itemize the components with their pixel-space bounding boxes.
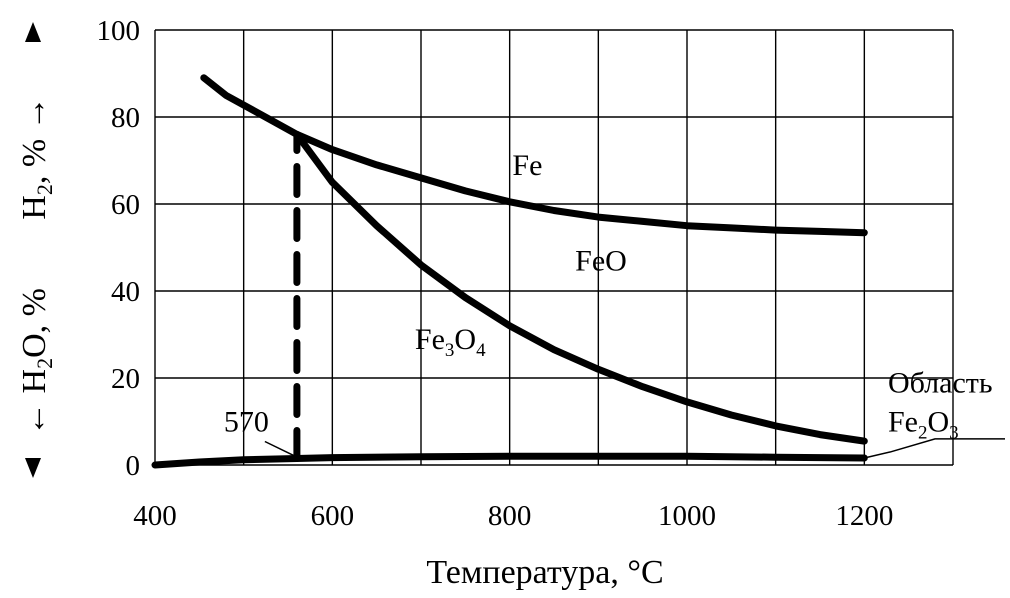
label-570: 570 — [224, 406, 269, 439]
region-label-fe3o4: Fe3O4 — [415, 323, 486, 361]
x-axis-title: Температура, °C — [426, 554, 663, 591]
y-top-base: H — [16, 195, 53, 220]
x-tick-label: 1000 — [658, 500, 716, 532]
y-bottom-sub: 2 — [32, 358, 57, 369]
region-label-fe: Fe — [512, 149, 542, 182]
grid — [154, 29, 954, 466]
fe3o4-part: Fe — [415, 323, 445, 356]
x-tick-label: 400 — [133, 500, 177, 532]
svg-text:← H2O, %: ← H2O, % — [16, 288, 57, 436]
fe3o4-sub: 3 — [445, 340, 455, 361]
y-tick-label: 20 — [111, 363, 140, 395]
fe2o3-part: Fe — [888, 406, 918, 439]
series-line-3 — [151, 452, 868, 469]
y-tick-label: 100 — [97, 15, 141, 47]
down-arrow-icon — [25, 458, 41, 478]
svg-text:H2, % →: H2, % → — [16, 96, 57, 219]
y-axis-title-top: H2, % → — [16, 96, 57, 219]
region-label-fe2o3: Fe2O3 — [888, 406, 959, 444]
region-label-feo: FeO — [575, 245, 627, 278]
label-oblast: Область — [888, 366, 993, 399]
y-tick-label: 60 — [111, 189, 140, 221]
tick-labels: 400 600 800 1000 1200 0 20 40 60 80 100 — [97, 15, 894, 532]
series-line-2 — [293, 130, 868, 445]
y-bottom-rest: O, % — [16, 288, 53, 358]
y-axis-arrows — [25, 22, 41, 478]
fe2o3-sub: 3 — [949, 423, 959, 444]
y-tick-label: 40 — [111, 276, 140, 308]
y-axis-title-bottom: ← H2O, % — [16, 288, 57, 436]
y-tick-label: 80 — [111, 102, 140, 134]
fe2o3-sub: 2 — [918, 423, 928, 444]
fe3o4-sub: 4 — [476, 340, 486, 361]
y-top-rest: , % → — [16, 96, 53, 184]
series-line-1 — [200, 74, 868, 237]
fe3o4-part: O — [454, 323, 476, 356]
series-layer — [151, 74, 868, 469]
up-arrow-icon — [25, 22, 41, 42]
y-top-sub: 2 — [32, 184, 57, 195]
x-tick-label: 800 — [488, 500, 532, 532]
leader-line-fe2o3 — [864, 438, 1005, 459]
annotations: Fe FeO Fe3O4 570 Область Fe2O3 — [224, 149, 1005, 459]
x-tick-label: 600 — [311, 500, 355, 532]
y-bottom-prefix: ← H — [16, 369, 53, 436]
x-tick-label: 1200 — [835, 500, 893, 532]
fe2o3-part: O — [928, 406, 950, 439]
leader-line-570 — [264, 440, 296, 457]
y-tick-label: 0 — [126, 450, 141, 482]
